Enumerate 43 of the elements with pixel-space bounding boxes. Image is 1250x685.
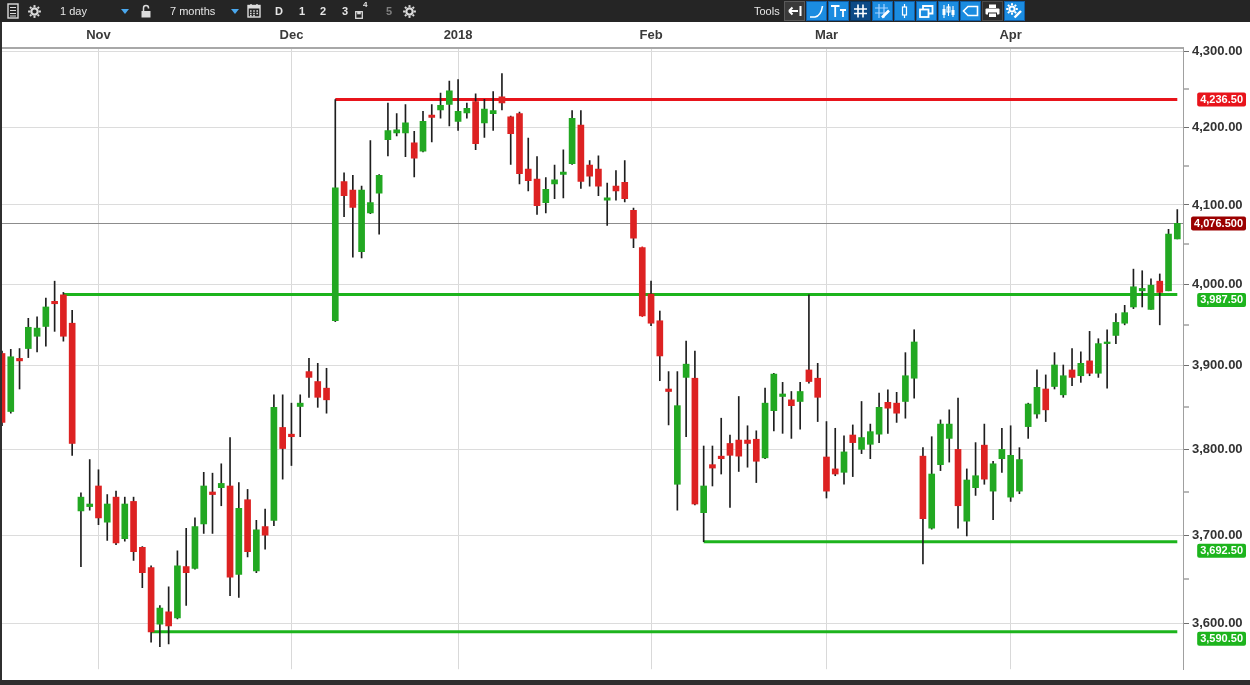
y-tick-label: 3,800.00	[1192, 440, 1243, 456]
text: 4,236.50	[1200, 93, 1243, 106]
candlestick	[349, 174, 357, 258]
text: 3,692.50	[1200, 544, 1243, 557]
candlestick	[489, 91, 497, 131]
candlestick	[717, 417, 725, 475]
y-tick-label: 4,200.00	[1192, 119, 1243, 135]
toolbar: 1 day 7 months D 1 2 3 4 5 Tools	[0, 0, 1250, 22]
text: 3,987.50	[1200, 293, 1243, 306]
text: 3,590.50	[1200, 632, 1243, 645]
candlestick	[849, 424, 857, 477]
candlestick	[384, 102, 392, 157]
candlestick	[428, 104, 436, 143]
candlestick	[393, 113, 401, 137]
x-tick-label: Dec	[279, 26, 304, 42]
candlestick	[296, 394, 304, 438]
y-tick-label: 4,300.00	[1192, 43, 1243, 59]
y-tick-label: 3,600.00	[1192, 614, 1243, 630]
candlestick	[603, 182, 611, 226]
x-tick-label: Nov	[86, 26, 112, 42]
candlestick	[305, 358, 313, 398]
candlestick	[1156, 273, 1164, 326]
y-tick-label: 4,000.00	[1192, 275, 1243, 291]
candlestick	[524, 137, 532, 192]
candlestick	[998, 427, 1006, 473]
x-tick-label: Feb	[639, 26, 663, 42]
y-tick-label: 4,100.00	[1192, 196, 1243, 212]
candlestick	[217, 463, 225, 507]
candlestick	[735, 396, 743, 472]
candlestick	[831, 427, 839, 477]
candlestick	[454, 79, 462, 131]
candlestick	[182, 527, 190, 606]
candlestick	[33, 316, 41, 353]
candlestick	[682, 340, 690, 438]
ref-line-label: 4,076.500	[1194, 216, 1243, 229]
candlestick	[796, 382, 804, 430]
x-tick-label: 2018	[443, 26, 473, 42]
x-tick-label: Mar	[814, 26, 839, 42]
candlestick	[86, 459, 94, 511]
y-tick-label: 3,900.00	[1192, 357, 1243, 373]
candlestick	[726, 434, 734, 508]
x-tick-label: Apr	[999, 26, 1022, 42]
y-tick-label: 3,700.00	[1192, 526, 1243, 542]
